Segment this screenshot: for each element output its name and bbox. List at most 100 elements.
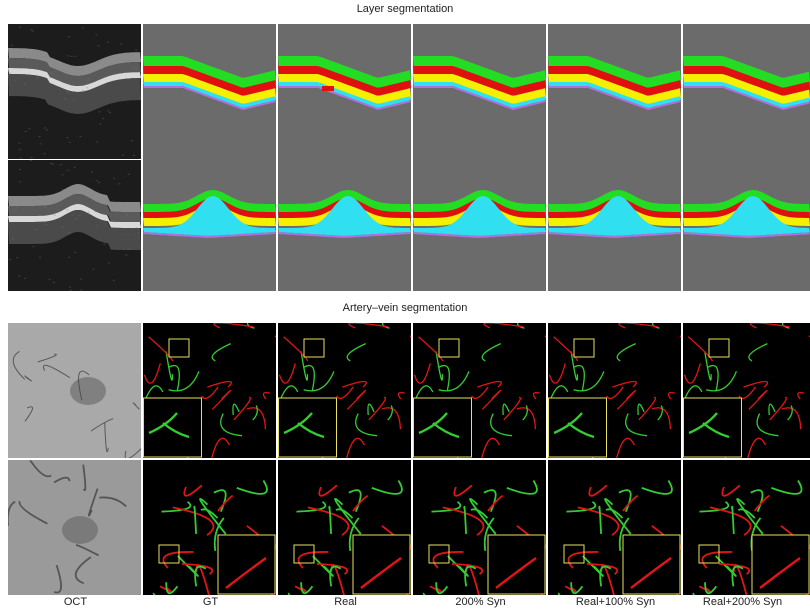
zoom-inset (144, 398, 202, 457)
speckle (96, 180, 98, 181)
speckle (53, 282, 55, 283)
speckle (68, 257, 70, 258)
speckle (128, 174, 130, 175)
artery-vein-segmentation-title: Artery–vein segmentation (0, 302, 810, 314)
zoom-inset (279, 398, 337, 457)
speckle (75, 218, 77, 219)
speckle (23, 57, 25, 58)
column-label-oct: OCT (8, 596, 143, 608)
speckle (80, 279, 82, 280)
av-seg-real-100-syn-row2 (548, 460, 681, 595)
speckle (61, 227, 63, 228)
speckle (96, 225, 98, 226)
speckle (62, 189, 64, 190)
speckle (120, 44, 122, 45)
zoom-inset (623, 535, 680, 594)
av-seg-200-syn-row2 (413, 460, 546, 595)
speckle (66, 137, 68, 138)
av-seg-real-row2 (278, 460, 411, 595)
speckle (16, 257, 18, 258)
layer-seg-gt (143, 24, 276, 291)
speckle (78, 215, 80, 216)
speckle (39, 257, 41, 258)
speckle (136, 227, 138, 228)
speckle (102, 118, 104, 119)
speckle (73, 100, 75, 101)
column-label-200-syn: 200% Syn (413, 596, 548, 608)
speckle (20, 158, 22, 159)
speckle (103, 244, 105, 245)
speckle (127, 60, 129, 61)
speckle (137, 233, 139, 234)
zoom-inset (549, 398, 607, 457)
speckle (113, 280, 115, 281)
speckle (13, 211, 15, 212)
speckle (70, 290, 72, 291)
layer-seg-200-syn (413, 24, 546, 291)
speckle (71, 56, 73, 57)
speckle (62, 174, 64, 175)
speckle (92, 269, 94, 270)
fovea-shadow (70, 377, 106, 405)
speckle (64, 98, 66, 99)
speckle (82, 27, 84, 28)
speckle (69, 287, 71, 288)
speckle (74, 56, 76, 57)
speckle (122, 155, 124, 156)
speckle (118, 183, 120, 184)
speckle (37, 77, 39, 78)
speckle (69, 142, 71, 143)
speckle (67, 170, 69, 171)
zoom-inset (414, 398, 472, 457)
av-seg-gt-row1 (143, 323, 276, 458)
speckle (66, 209, 68, 210)
speckle (55, 71, 57, 72)
speckle (44, 207, 46, 208)
av-seg-real-row1 (278, 323, 411, 458)
speckle (108, 262, 110, 263)
speckle (31, 157, 33, 158)
fovea-shadow (62, 516, 98, 544)
speckle (49, 279, 51, 280)
speckle (26, 54, 28, 55)
speckle (69, 232, 71, 233)
speckle (74, 252, 76, 253)
speckle (46, 129, 48, 130)
speckle (67, 55, 69, 56)
av-seg-200-syn-row1 (413, 323, 546, 458)
speckle (126, 214, 128, 215)
speckle (33, 200, 35, 201)
speckle (19, 181, 21, 182)
speckle (81, 69, 83, 70)
oct-enface-row1 (8, 323, 141, 458)
speckle (39, 136, 41, 137)
speckle (99, 124, 101, 125)
column-label-real: Real (278, 596, 413, 608)
speckle (9, 259, 11, 260)
speckle (50, 163, 52, 164)
layer-seg-real-200-syn (683, 24, 810, 291)
zoom-inset (218, 535, 275, 594)
speckle (95, 34, 97, 35)
speckle (14, 80, 16, 81)
speckle (88, 212, 90, 213)
speckle (131, 140, 133, 141)
speckle (68, 36, 70, 37)
speckle (60, 164, 62, 165)
oct-enface-row2 (8, 460, 141, 595)
speckle (18, 143, 20, 144)
oct-bscan-row1 (8, 24, 141, 159)
speckle (135, 50, 137, 51)
speckle (107, 42, 109, 43)
speckle (86, 84, 88, 85)
speckle (39, 199, 41, 200)
speckle (31, 31, 33, 32)
speckle (79, 136, 81, 137)
speckle (80, 290, 82, 291)
speckle (28, 128, 30, 129)
speckle (30, 29, 32, 30)
speckle (113, 178, 115, 179)
speckle (24, 84, 26, 85)
speckle (24, 278, 26, 279)
speckle (107, 110, 109, 111)
